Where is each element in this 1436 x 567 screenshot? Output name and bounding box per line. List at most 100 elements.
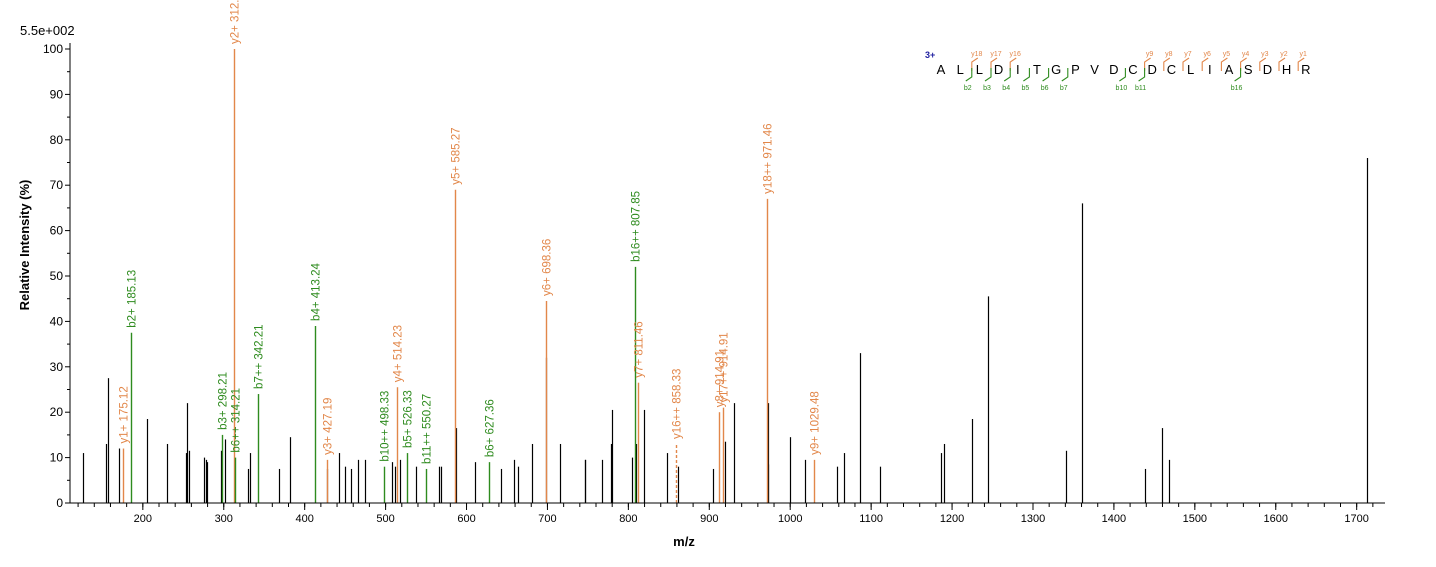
y-fragment-marker [1163, 57, 1171, 71]
residue: D [994, 62, 1003, 77]
residue: R [1301, 62, 1310, 77]
residue: L [957, 62, 964, 77]
y-fragment-marker [1297, 57, 1305, 71]
annotations-layer: y1+ 175.12 b2+ 185.13 b3+ 298.21 y2+ 312.18… [119, 0, 822, 503]
y-fragment-label: y18 [971, 51, 982, 58]
y-fragment-label: y17 [990, 51, 1001, 58]
y-fragment-marker [1201, 57, 1209, 71]
x-tick-label: 1100 [859, 513, 883, 525]
x-tick-label: 1500 [1183, 513, 1207, 525]
b-ion-label: b7++ 342.21 [254, 324, 266, 389]
y-ion-label: y2+ 312.18 [230, 0, 242, 44]
residue: H [1282, 62, 1291, 77]
residue: I [1016, 62, 1020, 77]
b-ion-label: b6++ 314.21 [231, 388, 243, 453]
y-tick-label: 90 [50, 87, 64, 101]
y-ion-label: y3+ 427.19 [323, 398, 335, 455]
y-fragment-label: y6 [1203, 51, 1211, 58]
x-tick-label: 1400 [1102, 513, 1126, 525]
y-ion-label: y6+ 698.36 [542, 239, 554, 296]
x-tick-label: 500 [376, 513, 394, 525]
residue: D [1148, 62, 1157, 77]
y-ion-label: y5+ 585.27 [451, 128, 463, 185]
residue: T [1033, 62, 1041, 77]
x-tick-label: 800 [619, 513, 637, 525]
residue: D [1109, 62, 1118, 77]
b-ion-label: b5+ 526.33 [403, 390, 415, 448]
x-tick-label: 200 [134, 513, 152, 525]
y-tick-label: 20 [50, 405, 64, 419]
y-fragment-marker [1278, 57, 1286, 71]
y-ion-label: y8+ 914.91 [715, 350, 727, 407]
residue: V [1090, 62, 1099, 77]
b-fragment-marker [1042, 68, 1050, 82]
b-fragment-marker [1023, 68, 1030, 82]
y-ion-label: y1+ 175.12 [119, 386, 131, 443]
y-fragment-label: y5 [1223, 51, 1231, 58]
x-tick-label: 600 [457, 513, 475, 525]
axes-layer: 0 10 20 30 40 50 60 70 80 90 100 200 300 400 500 600 700… [43, 42, 1385, 525]
residue: L [1187, 62, 1194, 77]
y-fragment-label: y3 [1261, 51, 1269, 58]
b-fragment-label: b7 [1060, 85, 1068, 92]
y-fragment-marker [1259, 57, 1267, 71]
b-ion-label: b6+ 627.36 [485, 399, 497, 457]
residue: S [1244, 62, 1253, 77]
y-ion-label: y7+ 811.46 [634, 321, 646, 377]
y-ion-label: y9+ 1029.48 [810, 391, 822, 455]
y-fragment-label: y16 [1010, 51, 1021, 58]
y-ion-label: y17++ 914.91 [719, 332, 731, 402]
x-tick-label: 1000 [778, 513, 802, 525]
y-tick-label: 100 [43, 42, 63, 56]
residue: C [1167, 62, 1176, 77]
b-fragment-marker [1061, 68, 1069, 82]
b-fragment-label: b5 [1022, 85, 1030, 92]
peaks-layer [82, 157, 1369, 503]
y-fragment-label: y9 [1146, 51, 1154, 58]
y-fragment-label: y1 [1299, 51, 1307, 58]
y-fragment-label: y7 [1184, 51, 1192, 58]
x-tick-label: 1300 [1021, 513, 1045, 525]
b-fragment-marker [1234, 68, 1242, 82]
residue: I [1208, 62, 1212, 77]
b-ion-label: b4+ 413.24 [311, 262, 323, 320]
x-axis-label: m/z [673, 534, 695, 549]
b-ion-label: b3+ 298.21 [218, 372, 230, 430]
y-axis-label: Relative Intensity (%) [17, 180, 32, 311]
b-fragment-marker [984, 68, 992, 82]
b-fragment-marker [965, 68, 973, 82]
y-ion-label: y18++ 971.46 [763, 123, 775, 193]
residue: A [937, 62, 946, 77]
b-fragment-label: b4 [1002, 85, 1010, 92]
b-fragment-label: b6 [1041, 85, 1049, 92]
x-tick-label: 300 [215, 513, 233, 525]
residue: P [1071, 62, 1080, 77]
residue: D [1263, 62, 1272, 77]
residue: L [976, 62, 983, 77]
b-ion-label: b2+ 185.13 [127, 270, 139, 328]
y-ion-label: y4+ 514.23 [393, 325, 405, 382]
scale-label: 5.5e+002 [20, 23, 75, 38]
b-ion-label: b10++ 498.33 [380, 391, 392, 462]
y-fragment-label: y4 [1242, 51, 1250, 58]
y-fragment-label: y8 [1165, 51, 1173, 58]
residue: G [1051, 62, 1061, 77]
b-ion-label: b16++ 807.85 [631, 191, 643, 262]
x-tick-label: 700 [538, 513, 556, 525]
b-fragment-label: b11 [1135, 85, 1146, 92]
y-tick-label: 40 [50, 314, 64, 328]
residue: C [1128, 62, 1137, 77]
b-fragment-marker [1138, 68, 1146, 82]
x-tick-label: 1700 [1344, 513, 1368, 525]
x-tick-label: 1200 [940, 513, 964, 525]
y-tick-label: 0 [56, 496, 63, 510]
b-fragment-label: b3 [983, 85, 991, 92]
b-ion-label: b11++ 550.27 [422, 394, 434, 464]
y-fragment-marker [1182, 57, 1190, 71]
y-tick-label: 50 [50, 269, 64, 283]
b-fragment-label: b2 [964, 85, 972, 92]
b-fragment-label: b16 [1231, 85, 1243, 92]
y-fragment-marker [1220, 57, 1228, 71]
